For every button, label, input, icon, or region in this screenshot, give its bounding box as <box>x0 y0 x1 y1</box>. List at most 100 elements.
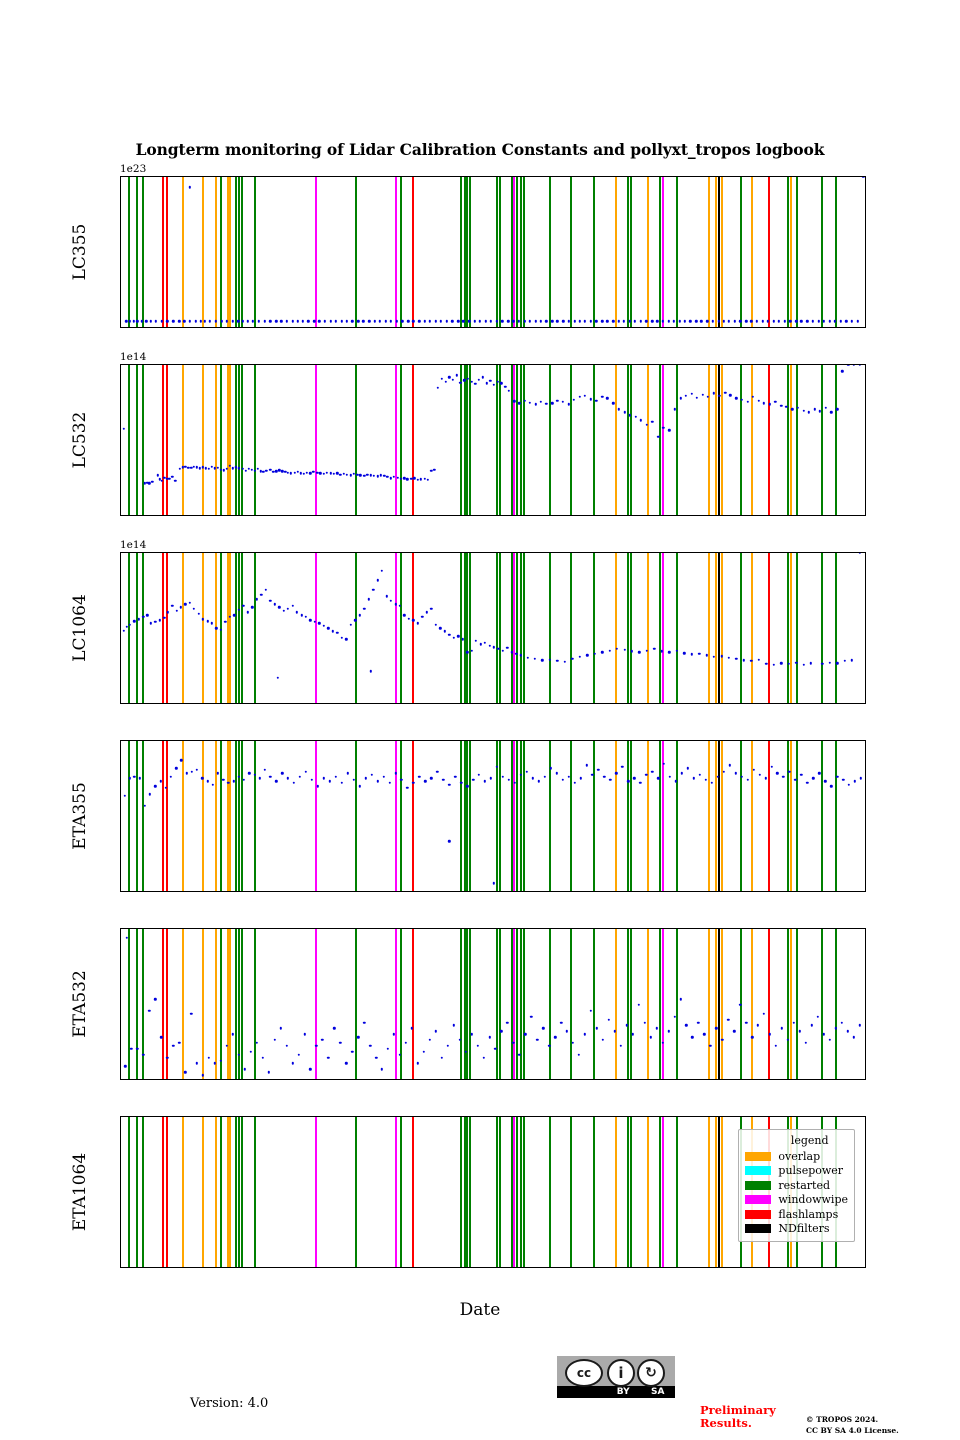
data-point <box>722 770 725 773</box>
data-point <box>175 767 178 770</box>
data-point <box>722 320 725 323</box>
data-point <box>247 467 250 471</box>
data-point <box>179 606 182 609</box>
data-point <box>318 472 322 475</box>
event-line-flashlamps <box>768 365 771 515</box>
data-point <box>192 465 196 468</box>
data-point <box>706 320 709 323</box>
data-point <box>148 481 151 485</box>
data-point <box>835 662 839 665</box>
event-line-overlap <box>751 929 754 1079</box>
data-point <box>313 320 316 323</box>
data-point <box>154 620 157 623</box>
event-line-restarted <box>253 929 256 1079</box>
data-point <box>342 472 346 476</box>
data-point <box>318 622 321 625</box>
data-point <box>470 649 473 652</box>
data-point <box>761 320 764 323</box>
data-point <box>496 380 499 383</box>
data-point <box>595 1027 599 1030</box>
legend-label: pulsepower <box>778 1164 844 1178</box>
data-point <box>163 476 166 479</box>
data-point <box>301 320 305 323</box>
data-point <box>137 618 141 621</box>
event-line-restarted <box>219 177 222 327</box>
data-point <box>164 786 167 790</box>
data-point <box>166 320 169 323</box>
y-tick-mark <box>120 1138 121 1139</box>
data-point <box>482 1056 485 1059</box>
event-line-restarted <box>820 929 823 1079</box>
event-line-restarted <box>820 177 823 327</box>
event-line-restarted <box>522 177 525 327</box>
data-point <box>421 615 424 619</box>
event-line-restarted <box>835 177 838 327</box>
data-point <box>418 320 421 323</box>
data-point <box>526 656 529 659</box>
x-tick-mark <box>507 1267 508 1268</box>
x-tick-mark <box>252 703 253 704</box>
data-point <box>471 778 475 781</box>
x-axis-label: Date <box>459 1300 501 1320</box>
event-line-restarted <box>820 553 823 703</box>
data-point <box>762 1012 766 1015</box>
data-point <box>852 1035 855 1039</box>
data-point <box>228 464 232 468</box>
x-tick-mark <box>381 703 382 704</box>
data-point <box>822 1033 825 1036</box>
data-point <box>643 1021 646 1024</box>
data-point <box>365 473 369 476</box>
event-line-flashlamps <box>165 365 168 515</box>
legend-label: windowwipe <box>778 1193 848 1207</box>
data-point <box>140 320 144 323</box>
event-line-restarted <box>522 553 525 703</box>
event-line-flashlamps <box>768 741 771 891</box>
data-point <box>617 320 620 323</box>
data-point <box>477 378 481 381</box>
data-point <box>729 393 732 397</box>
data-point <box>351 1050 354 1053</box>
event-line-restarted <box>629 177 632 327</box>
data-point <box>430 607 433 611</box>
event-line-overlap <box>708 553 711 703</box>
data-point <box>850 658 854 662</box>
event-line-restarted <box>354 365 357 515</box>
event-line-restarted <box>498 1117 501 1267</box>
data-point <box>376 780 379 783</box>
data-point <box>154 785 157 788</box>
data-point <box>459 381 462 385</box>
event-line-restarted <box>629 553 632 703</box>
data-point <box>804 1041 808 1045</box>
data-point <box>817 320 820 323</box>
event-line-restarted <box>627 929 630 1079</box>
event-line-overlap <box>714 929 717 1079</box>
data-point <box>268 775 272 778</box>
event-line-overlap <box>708 929 711 1079</box>
data-point <box>780 1027 784 1030</box>
event-line-windowwipe <box>661 553 664 703</box>
data-point <box>768 403 772 406</box>
event-line-restarted <box>627 741 630 891</box>
data-point <box>265 469 268 473</box>
data-point <box>189 466 193 469</box>
legend-swatch-windowwipe <box>745 1195 772 1205</box>
data-point <box>843 659 846 663</box>
data-point <box>777 320 781 323</box>
y-axis-label-text: LC355 <box>70 223 90 281</box>
data-point <box>600 650 604 654</box>
data-point <box>356 473 359 476</box>
data-point <box>177 320 181 323</box>
data-point <box>800 773 803 777</box>
event-line-restarted <box>516 929 519 1079</box>
data-point <box>178 467 182 471</box>
data-point <box>340 320 344 323</box>
event-line-restarted <box>400 929 403 1079</box>
data-point <box>807 411 810 414</box>
data-point <box>798 1030 802 1033</box>
data-point <box>478 320 482 323</box>
data-point <box>371 588 375 591</box>
event-line-restarted <box>136 929 139 1079</box>
data-point <box>295 610 299 614</box>
data-point <box>225 467 229 471</box>
event-line-flashlamps <box>165 929 168 1079</box>
